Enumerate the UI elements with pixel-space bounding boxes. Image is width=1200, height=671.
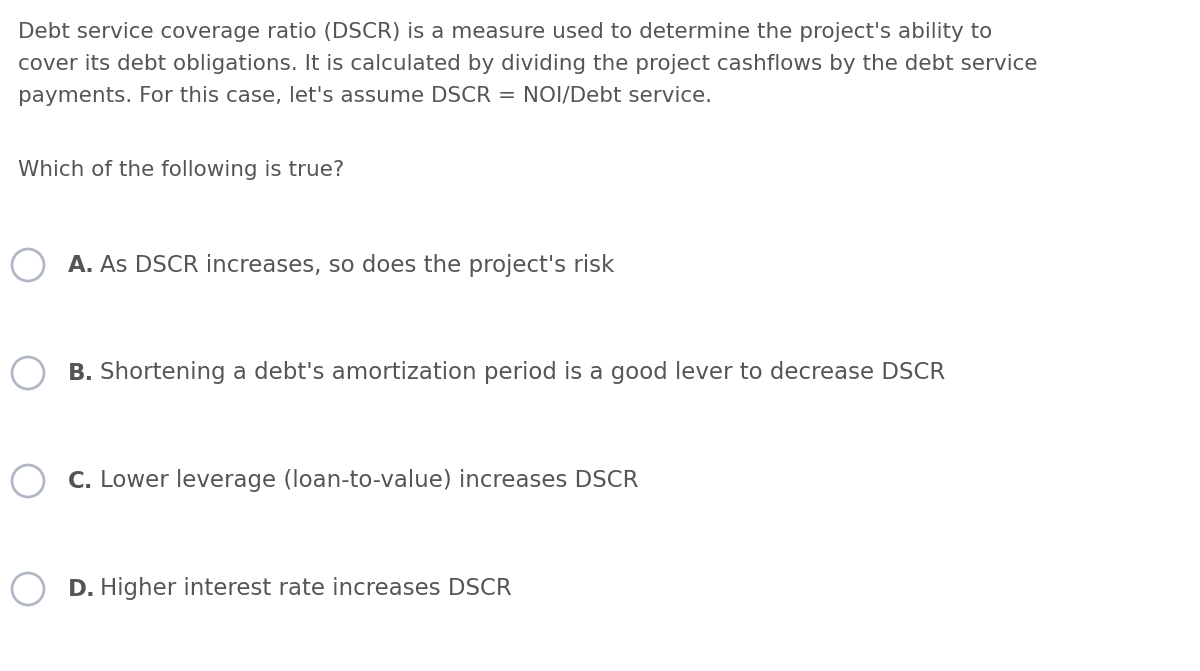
Text: Higher interest rate increases DSCR: Higher interest rate increases DSCR [100,578,511,601]
Text: C.: C. [68,470,94,493]
Text: A.: A. [68,254,95,276]
Text: Debt service coverage ratio (DSCR) is a measure used to determine the project's : Debt service coverage ratio (DSCR) is a … [18,22,992,42]
Text: Lower leverage (loan-to-value) increases DSCR: Lower leverage (loan-to-value) increases… [100,470,638,493]
Text: payments. For this case, let's assume DSCR = NOI/Debt service.: payments. For this case, let's assume DS… [18,86,712,106]
Text: cover its debt obligations. It is calculated by dividing the project cashflows b: cover its debt obligations. It is calcul… [18,54,1038,74]
Text: D.: D. [68,578,96,601]
Text: As DSCR increases, so does the project's risk: As DSCR increases, so does the project's… [100,254,614,276]
Text: B.: B. [68,362,95,384]
Text: Which of the following is true?: Which of the following is true? [18,160,344,180]
Text: Shortening a debt's amortization period is a good lever to decrease DSCR: Shortening a debt's amortization period … [100,362,946,384]
